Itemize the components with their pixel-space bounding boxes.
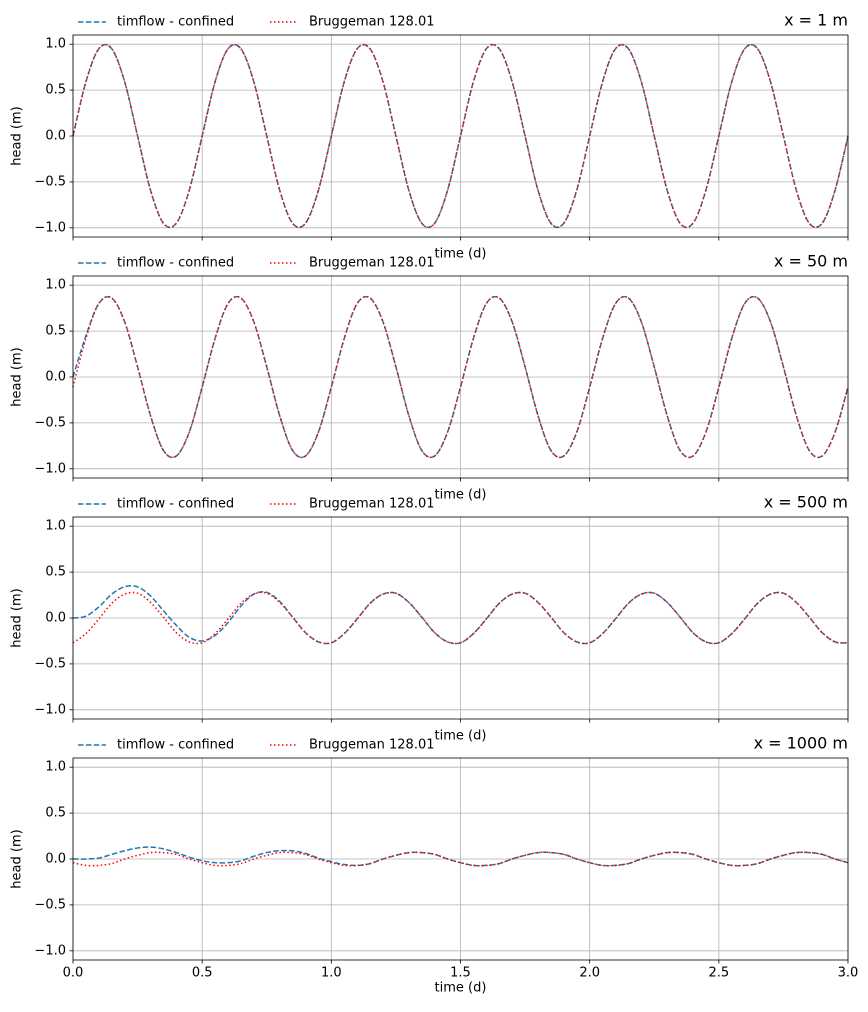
chart-title: x = 1000 m (754, 734, 848, 753)
legend-label: Bruggeman 128.01 (309, 497, 435, 512)
y-tick-label: −1.0 (34, 461, 66, 476)
y-tick-label: −0.5 (34, 415, 66, 430)
axes-frame (72, 757, 849, 961)
y-tick-label: 1.0 (45, 37, 66, 52)
y-tick-label: 0.0 (45, 611, 66, 626)
y-tick-label: 1.0 (45, 278, 66, 293)
y-axis-label: head (m) (10, 829, 25, 888)
y-tick-label: 0.5 (45, 324, 66, 339)
axes-frame (72, 275, 849, 479)
chart-title: x = 1 m (784, 11, 848, 30)
x-axis-label: time (d) (435, 488, 487, 503)
x-tick-label: 2.0 (579, 966, 600, 981)
y-axis-label: head (m) (10, 347, 25, 406)
y-tick-label: 0.5 (45, 565, 66, 580)
y-tick-label: 0.0 (45, 852, 66, 867)
legend-label: timflow - confined (117, 256, 234, 271)
x-tick-label: 1.0 (321, 966, 342, 981)
legend-label: Bruggeman 128.01 (309, 738, 435, 753)
legend-label: timflow - confined (117, 497, 234, 512)
y-tick-label: 0.5 (45, 83, 66, 98)
y-tick-label: −1.0 (34, 943, 66, 958)
x-tick-label: 0.5 (192, 966, 213, 981)
y-tick-label: −0.5 (34, 174, 66, 189)
legend-label: timflow - confined (117, 15, 234, 30)
x-axis-label: time (d) (435, 247, 487, 262)
axes-frame (72, 516, 849, 720)
series-line (72, 846, 849, 867)
y-tick-label: 1.0 (45, 760, 66, 775)
y-axis-label: head (m) (10, 106, 25, 165)
y-tick-label: −1.0 (34, 220, 66, 235)
y-axis-label: head (m) (10, 588, 25, 647)
y-tick-label: −0.5 (34, 897, 66, 912)
x-tick-label: 1.5 (450, 966, 471, 981)
legend-label: Bruggeman 128.01 (309, 256, 435, 271)
x-tick-label: 3.0 (838, 966, 859, 981)
y-tick-label: 0.5 (45, 806, 66, 821)
legend-label: Bruggeman 128.01 (309, 15, 435, 30)
y-tick-label: −1.0 (34, 702, 66, 717)
series-line (72, 591, 849, 645)
x-axis-label: time (d) (435, 981, 487, 996)
chart-title: x = 500 m (764, 493, 848, 512)
y-tick-label: −0.5 (34, 656, 66, 671)
y-tick-label: 1.0 (45, 519, 66, 534)
axes-frame (72, 34, 849, 238)
legend-label: timflow - confined (117, 738, 234, 753)
series-line (72, 43, 849, 229)
y-tick-label: 0.0 (45, 370, 66, 385)
x-tick-label: 0.0 (63, 966, 84, 981)
x-axis-label: time (d) (435, 729, 487, 744)
chart-title: x = 50 m (774, 252, 848, 271)
y-tick-label: 0.0 (45, 129, 66, 144)
series-line (72, 851, 849, 867)
x-tick-label: 2.5 (708, 966, 729, 981)
